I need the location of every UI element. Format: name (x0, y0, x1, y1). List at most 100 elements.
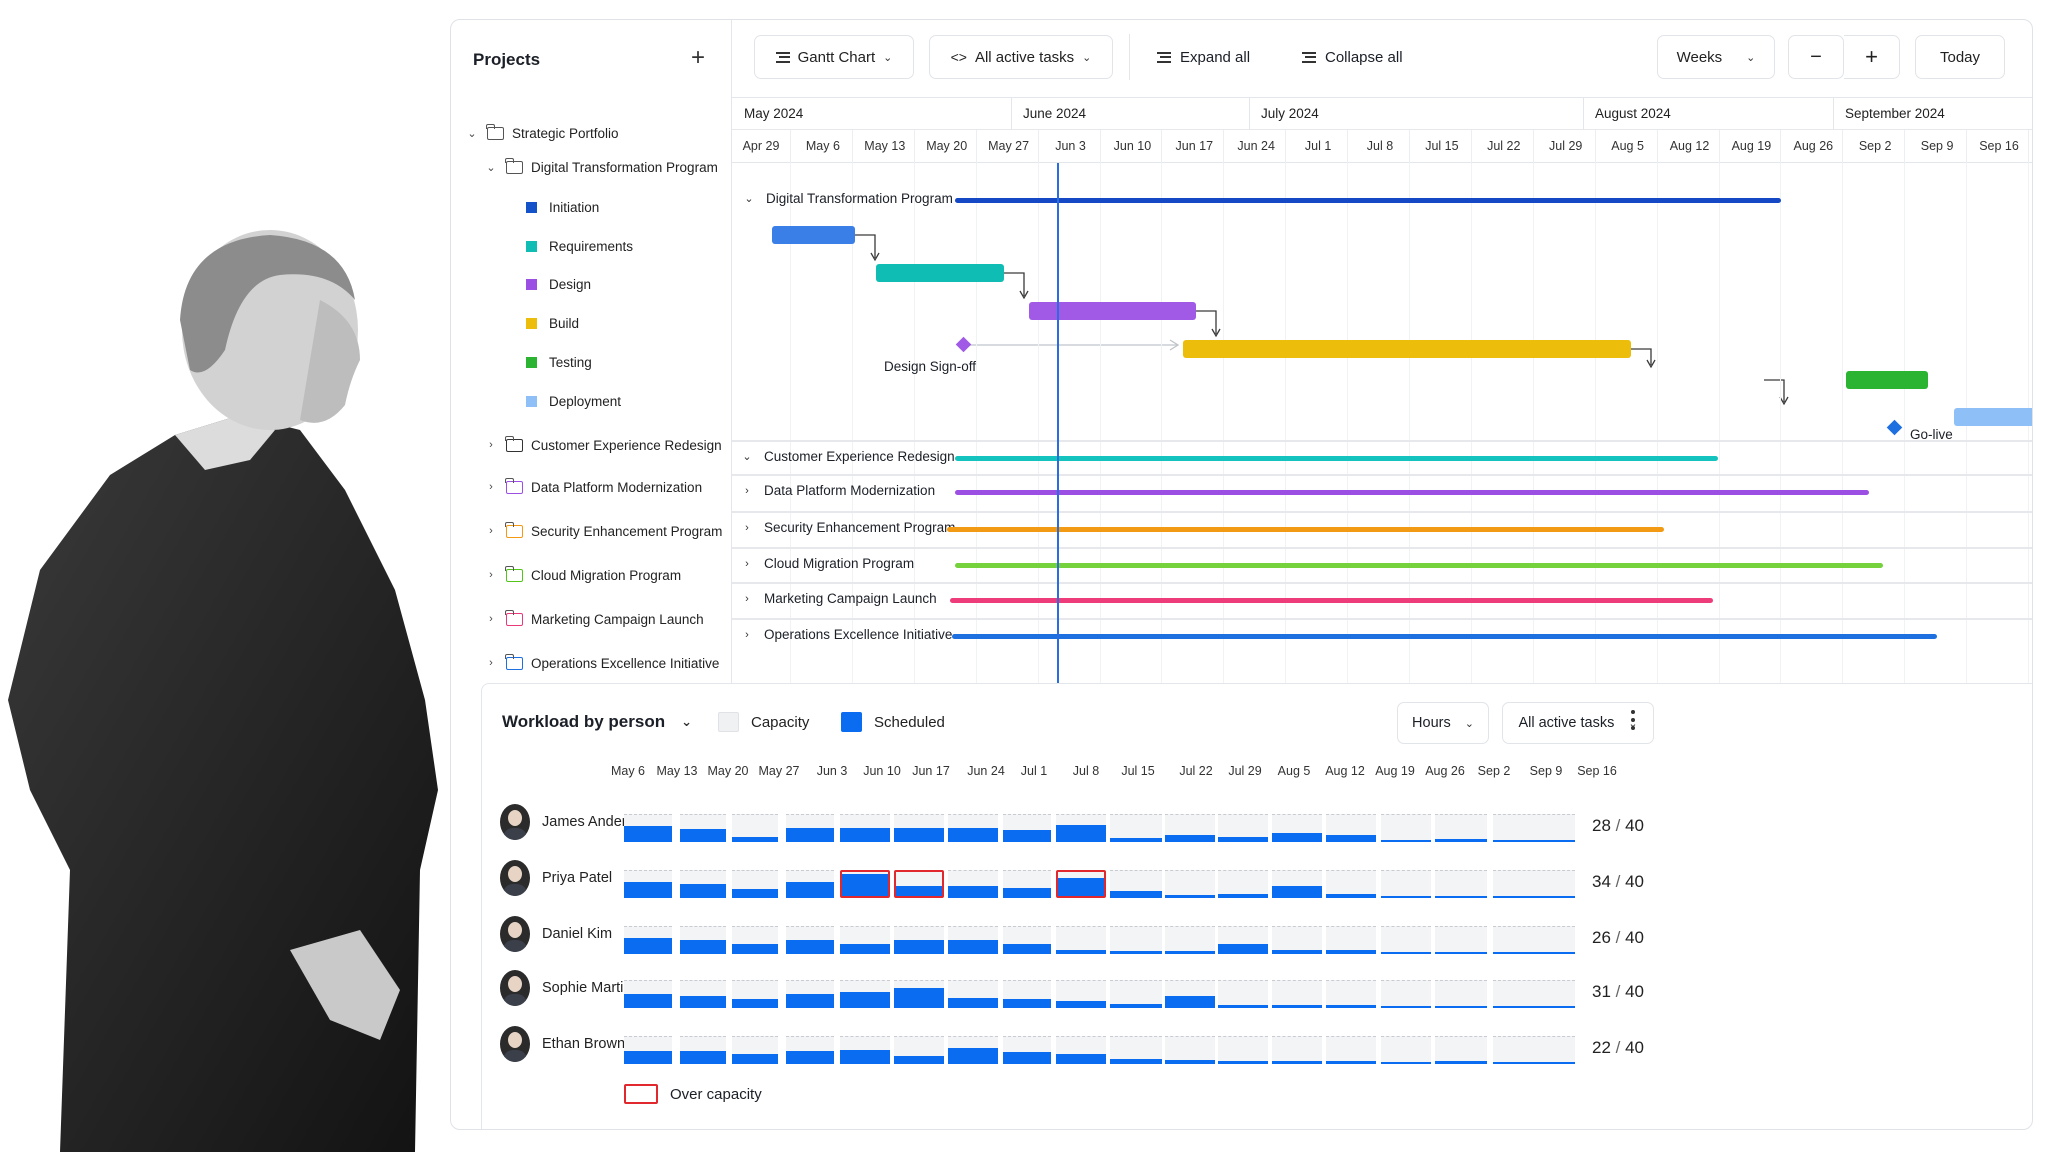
workload-cell[interactable] (894, 1036, 944, 1064)
workload-cell[interactable] (680, 870, 726, 898)
collapse-all-button[interactable]: Collapse all (1302, 35, 1403, 79)
zoom-in-button[interactable]: + (1844, 35, 1900, 79)
workload-cell[interactable] (732, 1036, 778, 1064)
program-row-digital-transformation[interactable]: ⌄ Digital Transformation Program (744, 191, 952, 206)
workload-cell[interactable] (1003, 926, 1051, 954)
project-row-cloud-migration-program[interactable]: › Cloud Migration Program (742, 556, 914, 571)
workload-cell[interactable] (1381, 814, 1431, 842)
workload-cell[interactable] (624, 870, 672, 898)
project-summary-bar[interactable] (950, 598, 1713, 603)
tree-item-requirements[interactable]: Requirements (451, 231, 732, 261)
today-button[interactable]: Today (1915, 35, 2005, 79)
task-bar-initiation[interactable] (772, 226, 855, 244)
workload-cell[interactable] (680, 1036, 726, 1064)
workload-cell[interactable] (1165, 1036, 1215, 1064)
workload-cell[interactable] (1326, 814, 1376, 842)
workload-cell[interactable] (1435, 926, 1487, 954)
workload-cell[interactable] (1435, 980, 1487, 1008)
chevron-right-icon[interactable]: › (489, 613, 493, 625)
workload-cell[interactable] (1272, 980, 1322, 1008)
zoom-out-button[interactable]: − (1788, 35, 1844, 79)
workload-cell[interactable] (786, 926, 834, 954)
workload-cell[interactable] (680, 980, 726, 1008)
tree-item-data-platform-modernization[interactable]: › Data Platform Modernization (451, 472, 732, 502)
workload-cell[interactable] (624, 1036, 672, 1064)
tree-item-digital-transformation-program[interactable]: ⌄ Digital Transformation Program (451, 152, 732, 182)
project-summary-bar[interactable] (955, 563, 1883, 568)
chevron-right-icon[interactable]: › (745, 484, 749, 497)
tree-item-testing[interactable]: Testing (451, 347, 732, 377)
workload-cell[interactable] (1110, 870, 1162, 898)
workload-cell[interactable] (894, 926, 944, 954)
expand-all-button[interactable]: Expand all (1157, 35, 1250, 79)
workload-cell[interactable] (1326, 980, 1376, 1008)
workload-cell[interactable] (1326, 870, 1376, 898)
tree-item-deployment[interactable]: Deployment (451, 386, 732, 416)
workload-cell[interactable] (1056, 926, 1106, 954)
task-bar-build[interactable] (1183, 340, 1631, 358)
workload-cell[interactable] (624, 980, 672, 1008)
workload-cell[interactable] (786, 814, 834, 842)
person-sophie-martin[interactable]: Sophie Martin (500, 968, 631, 1008)
project-summary-bar[interactable] (952, 634, 1937, 639)
chevron-down-icon[interactable]: ⌄ (486, 161, 496, 174)
workload-cell[interactable] (1056, 814, 1106, 842)
chevron-right-icon[interactable]: › (745, 557, 749, 570)
project-row-operations-excellence-initiative[interactable]: › Operations Excellence Initiative (742, 627, 952, 642)
chevron-right-icon[interactable]: › (489, 525, 493, 537)
workload-cell[interactable] (1493, 1036, 1575, 1064)
workload-cell[interactable] (1381, 980, 1431, 1008)
workload-cell[interactable] (1493, 926, 1575, 954)
workload-cell[interactable] (624, 926, 672, 954)
workload-cell[interactable] (732, 814, 778, 842)
workload-cell[interactable] (840, 1036, 890, 1064)
project-row-security-enhancement-program[interactable]: › Security Enhancement Program (742, 520, 955, 535)
chevron-right-icon[interactable]: › (745, 592, 749, 605)
workload-cell[interactable] (1056, 980, 1106, 1008)
workload-cell[interactable] (1165, 814, 1215, 842)
project-summary-bar[interactable] (955, 456, 1718, 461)
more-options-icon[interactable] (1630, 710, 1636, 730)
workload-cell[interactable] (1056, 1036, 1106, 1064)
workload-cell[interactable] (894, 814, 944, 842)
workload-cell[interactable] (840, 980, 890, 1008)
units-dropdown[interactable]: Hours ⌄ (1397, 702, 1489, 744)
project-summary-bar[interactable] (947, 527, 1664, 532)
chevron-down-icon[interactable]: ⌄ (744, 193, 754, 205)
workload-cell[interactable] (680, 926, 726, 954)
workload-cell[interactable] (1326, 926, 1376, 954)
workload-cell[interactable] (1165, 870, 1215, 898)
project-row-marketing-campaign-launch[interactable]: › Marketing Campaign Launch (742, 591, 936, 606)
task-bar-deployment[interactable] (1954, 408, 2032, 426)
workload-cell[interactable] (1381, 1036, 1431, 1064)
workload-filter-dropdown[interactable]: All active tasks ⌄ (1502, 702, 1654, 744)
tree-item-operations-excellence-initiative[interactable]: › Operations Excellence Initiative (451, 648, 732, 678)
tree-item-initiation[interactable]: Initiation (451, 192, 732, 222)
workload-cell[interactable] (786, 870, 834, 898)
workload-cell[interactable] (1218, 1036, 1268, 1064)
workload-cell[interactable] (948, 1036, 998, 1064)
workload-cell[interactable] (732, 870, 778, 898)
workload-cell[interactable] (1272, 870, 1322, 898)
workload-cell[interactable] (948, 926, 998, 954)
workload-cell[interactable] (1003, 870, 1051, 898)
workload-cell[interactable] (1218, 980, 1268, 1008)
workload-cell[interactable] (1003, 1036, 1051, 1064)
workload-cell-over-capacity[interactable] (894, 870, 944, 898)
workload-title-dropdown[interactable]: Workload by person ⌄ (502, 712, 692, 732)
tree-item-cloud-migration-program[interactable]: › Cloud Migration Program (451, 560, 732, 590)
workload-cell[interactable] (786, 1036, 834, 1064)
tree-item-security-enhancement-program[interactable]: › Security Enhancement Program (451, 516, 732, 546)
task-bar-testing[interactable] (1846, 371, 1928, 389)
chevron-down-icon[interactable]: ⌄ (467, 127, 477, 140)
workload-cell[interactable] (1165, 980, 1215, 1008)
tree-item-design[interactable]: Design (451, 269, 732, 299)
chevron-right-icon[interactable]: › (489, 657, 493, 669)
workload-cell[interactable] (894, 980, 944, 1008)
chevron-right-icon[interactable]: › (489, 439, 493, 451)
workload-cell[interactable] (1218, 814, 1268, 842)
workload-cell[interactable] (1435, 870, 1487, 898)
workload-cell[interactable] (1493, 980, 1575, 1008)
workload-cell[interactable] (1003, 814, 1051, 842)
workload-cell[interactable] (1218, 870, 1268, 898)
